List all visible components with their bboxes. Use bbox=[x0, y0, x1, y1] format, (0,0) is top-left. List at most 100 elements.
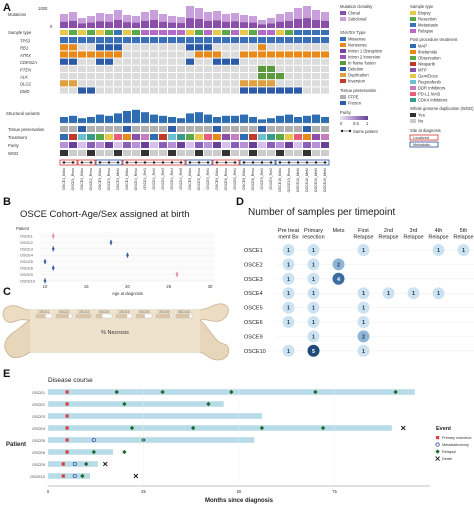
gene-cell bbox=[321, 51, 329, 58]
gene-cell bbox=[267, 58, 275, 65]
age-point bbox=[175, 273, 179, 276]
gene-cell bbox=[303, 37, 311, 44]
sample-count-text: 1 bbox=[287, 306, 290, 312]
relapse-marker bbox=[320, 425, 326, 431]
necrosis-patient-label: OSCE4 bbox=[99, 310, 110, 314]
gene-cell bbox=[168, 87, 176, 94]
annotation-cell-wgd bbox=[294, 150, 302, 156]
gene-cell bbox=[168, 80, 176, 87]
mutation-bar-clonal bbox=[267, 23, 275, 28]
sample-count-circle bbox=[307, 287, 320, 300]
gene-cell bbox=[276, 65, 284, 72]
mutation-bar-clonal bbox=[141, 20, 149, 28]
mutation-bar-clonal bbox=[168, 22, 176, 28]
patient-label: OSCE6 bbox=[32, 451, 45, 455]
gene-cell bbox=[96, 87, 104, 94]
same-patient-dot bbox=[305, 161, 309, 164]
annotation-cell-purity bbox=[186, 142, 194, 148]
sample-type-cell bbox=[186, 30, 194, 35]
site-group-box bbox=[77, 159, 96, 166]
sample-type-cell bbox=[294, 30, 302, 35]
mutation-bar-clonal bbox=[69, 20, 77, 28]
annotation-cell-purity bbox=[222, 142, 230, 148]
mutation-bar-clonal bbox=[114, 19, 122, 28]
gene-cell bbox=[285, 73, 293, 80]
gene-cell bbox=[249, 87, 257, 94]
gene-cell bbox=[105, 87, 113, 94]
primary-resection-marker bbox=[65, 438, 69, 442]
sv-bar bbox=[105, 115, 113, 123]
sv-bar bbox=[276, 115, 284, 123]
annotation-cell-purity bbox=[177, 142, 185, 148]
patient-label: OSCE9 bbox=[32, 463, 45, 467]
sample-count-text: 1 bbox=[287, 277, 290, 283]
gene-cell bbox=[294, 87, 302, 94]
gene-cell bbox=[222, 87, 230, 94]
gene-label: ATRX bbox=[19, 53, 31, 58]
legend-treat-swatch bbox=[410, 80, 416, 84]
sample-count-text: 1 bbox=[312, 248, 315, 254]
sv-bar bbox=[114, 113, 122, 123]
duration-bar bbox=[48, 425, 392, 431]
same-patient-dot bbox=[197, 161, 201, 164]
gene-cell bbox=[168, 65, 176, 72]
row-label: OSCE2 bbox=[244, 262, 263, 268]
gene-cell bbox=[186, 87, 194, 94]
mutation-bar-clonal bbox=[159, 21, 167, 28]
annotation-cell-purity bbox=[240, 142, 248, 148]
mutation-bar-clonal bbox=[186, 18, 194, 28]
relapse-marker bbox=[84, 461, 89, 467]
legend-treat-swatch bbox=[410, 86, 416, 90]
sample-label: OSCE8_Resx bbox=[251, 168, 255, 191]
gene-cell bbox=[141, 51, 149, 58]
gene-label: DLG2 bbox=[20, 82, 32, 87]
sample-count-circle bbox=[282, 258, 295, 271]
primary-resection-marker bbox=[65, 450, 69, 454]
gene-cell bbox=[249, 73, 257, 80]
gene-cell bbox=[285, 80, 293, 87]
sv-bar bbox=[195, 112, 203, 123]
mutation-bar-subclonal bbox=[231, 13, 239, 22]
gene-cell bbox=[96, 65, 104, 72]
site-group-box bbox=[212, 159, 240, 166]
gene-cell bbox=[177, 73, 185, 80]
annotation-cell-tissue bbox=[249, 126, 257, 132]
mutation-bar-subclonal bbox=[159, 14, 167, 22]
sample-count-text: 1 bbox=[312, 320, 315, 326]
sv-bar bbox=[78, 118, 86, 123]
annotation-cell-treatment bbox=[249, 134, 257, 140]
legend-sv-label: In frame fusion bbox=[348, 61, 376, 66]
sample-label: OSCE2_Biblx bbox=[80, 168, 84, 190]
relapse-marker bbox=[80, 473, 85, 479]
sample-count-text: 1 bbox=[312, 306, 315, 312]
sv-bar bbox=[150, 114, 158, 123]
gene-cell bbox=[195, 65, 203, 72]
annotation-cell-tissue bbox=[141, 126, 149, 132]
legend-wgd-title: Whole genome duplication (WGD) bbox=[410, 106, 474, 111]
same-patient-dot bbox=[188, 161, 192, 164]
relapse-marker bbox=[122, 401, 127, 407]
relapse-marker bbox=[229, 389, 234, 395]
sv-bar bbox=[69, 115, 77, 123]
gene-cell bbox=[303, 80, 311, 87]
legend-sv-swatch bbox=[340, 37, 346, 41]
legend-sv-label: Intron 1 Disruption bbox=[348, 49, 383, 54]
legend-treat-swatch bbox=[410, 98, 416, 102]
mutation-bar-clonal bbox=[249, 22, 257, 28]
legend-sv-swatch bbox=[340, 79, 346, 83]
sample-type-cell bbox=[267, 30, 275, 35]
sample-type-cell bbox=[195, 30, 203, 35]
gene-cell bbox=[258, 44, 266, 51]
metastatectomy-marker bbox=[72, 461, 77, 467]
legend-treat-title: Post procedure treatment bbox=[410, 37, 458, 42]
primary-resection-marker bbox=[61, 474, 65, 478]
annotation-cell-treatment bbox=[105, 134, 113, 140]
gene-cell bbox=[222, 65, 230, 72]
annotation-cell-wgd bbox=[267, 150, 275, 156]
gene-cell bbox=[321, 58, 329, 65]
gene-cell bbox=[114, 80, 122, 87]
gene-cell bbox=[213, 37, 221, 44]
annotation-cell-treatment bbox=[159, 134, 167, 140]
annotation-cell-treatment bbox=[285, 134, 293, 140]
gene-cell bbox=[69, 37, 77, 44]
